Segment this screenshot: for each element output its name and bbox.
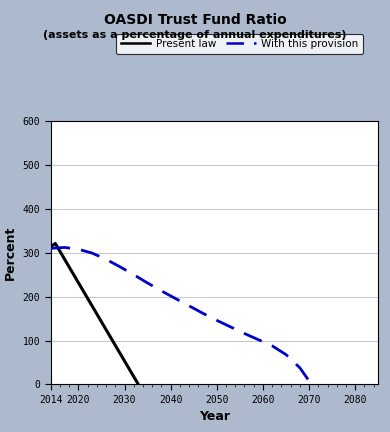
Legend: Present law, With this provision: Present law, With this provision bbox=[116, 34, 363, 54]
Text: OASDI Trust Fund Ratio: OASDI Trust Fund Ratio bbox=[104, 13, 286, 27]
X-axis label: Year: Year bbox=[199, 410, 230, 423]
Text: (assets as a percentage of annual expenditures): (assets as a percentage of annual expend… bbox=[43, 30, 347, 40]
Y-axis label: Percent: Percent bbox=[4, 226, 17, 280]
